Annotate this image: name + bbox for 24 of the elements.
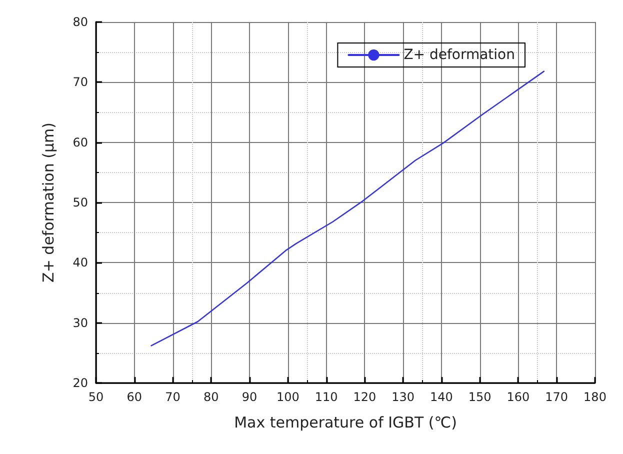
x-tick-label: 110 [314, 390, 338, 404]
y-tick-label: 60 [72, 135, 88, 150]
x-tick-label: 180 [584, 390, 606, 404]
x-tick-label: 140 [430, 390, 453, 404]
x-tick-label: 60 [126, 390, 142, 404]
x-tick-label: 150 [468, 390, 492, 404]
line-series [150, 70, 545, 346]
x-tick-label: 90 [242, 390, 258, 404]
x-tick-label: 120 [353, 390, 376, 404]
x-tick-label: 70 [165, 390, 180, 404]
x-tick-label: 160 [506, 390, 530, 404]
y-tick-label: 20 [72, 376, 88, 390]
y-tick-label: 30 [72, 316, 88, 330]
x-tick-label: 130 [392, 390, 415, 404]
y-axis-title: Z+ deformation (μm) [40, 122, 58, 282]
y-tick-label: 50 [72, 196, 88, 210]
x-tick-label: 50 [88, 390, 104, 404]
y-tick-label: 80 [72, 15, 88, 29]
x-tick-label: 100 [276, 390, 300, 404]
x-tick-label: 170 [545, 390, 568, 404]
y-tick-label: 70 [72, 75, 88, 90]
y-tick-label: 40 [72, 256, 88, 270]
x-tick-label: 80 [204, 390, 219, 404]
x-axis-title: Max temperature of IGBT (℃) [234, 414, 457, 432]
